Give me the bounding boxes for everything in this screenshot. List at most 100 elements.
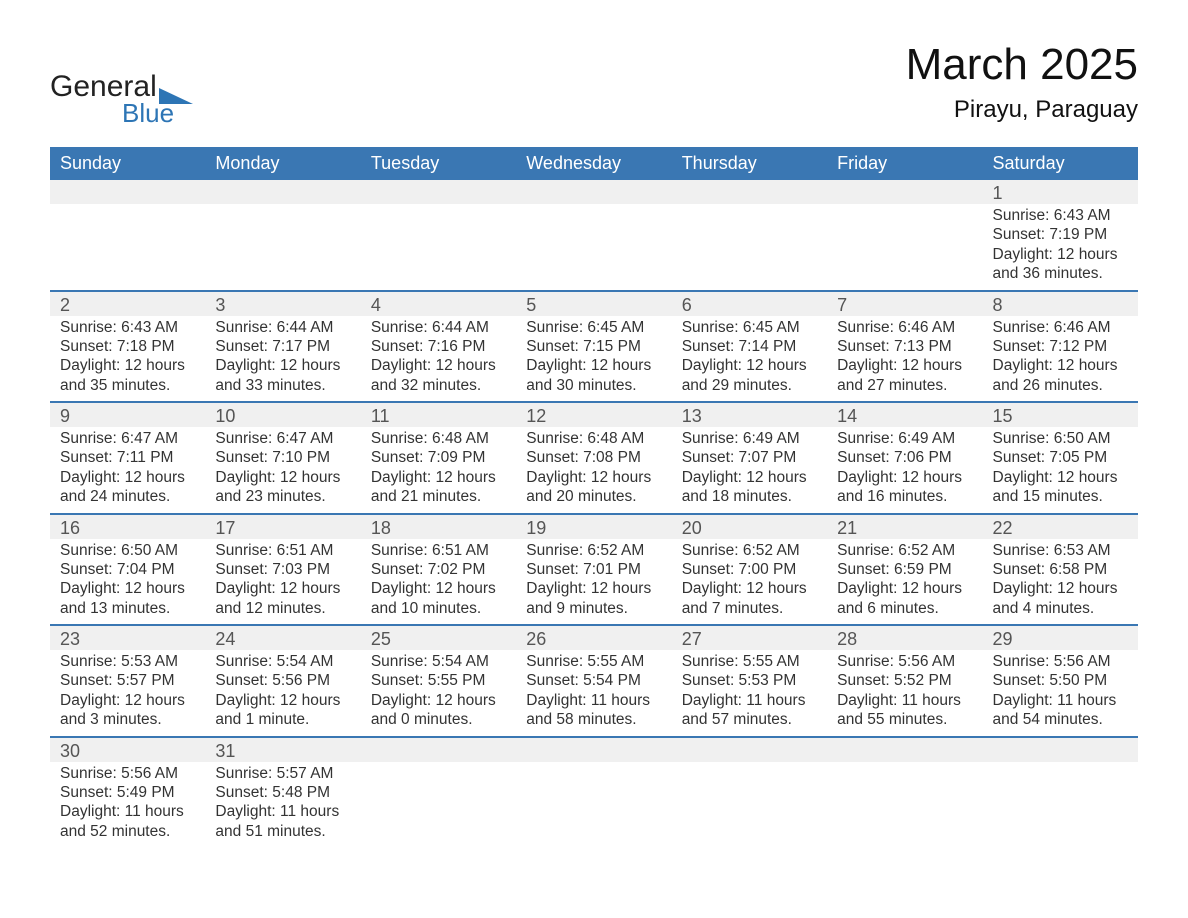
- sunrise-text: Sunrise: 6:53 AM: [993, 541, 1128, 560]
- weekday-header: Monday: [205, 147, 360, 180]
- sunrise-text: Sunrise: 6:46 AM: [993, 318, 1128, 337]
- day-details: [50, 204, 205, 212]
- day-number: 14: [827, 403, 982, 427]
- calendar-day-cell: [50, 180, 205, 291]
- sunset-text: Sunset: 5:54 PM: [526, 671, 661, 690]
- weekday-header: Wednesday: [516, 147, 671, 180]
- calendar-day-cell: 4Sunrise: 6:44 AMSunset: 7:16 PMDaylight…: [361, 291, 516, 403]
- sunset-text: Sunset: 7:01 PM: [526, 560, 661, 579]
- daylight-text: Daylight: 12 hours and 21 minutes.: [371, 468, 506, 507]
- sunrise-text: Sunrise: 5:54 AM: [215, 652, 350, 671]
- sunset-text: Sunset: 5:56 PM: [215, 671, 350, 690]
- calendar-week-row: 23Sunrise: 5:53 AMSunset: 5:57 PMDayligh…: [50, 625, 1138, 737]
- day-number: 17: [205, 515, 360, 539]
- calendar-week-row: 1Sunrise: 6:43 AMSunset: 7:19 PMDaylight…: [50, 180, 1138, 291]
- sunrise-text: Sunrise: 6:48 AM: [371, 429, 506, 448]
- sunrise-text: Sunrise: 6:49 AM: [837, 429, 972, 448]
- sunset-text: Sunset: 7:03 PM: [215, 560, 350, 579]
- daylight-text: Daylight: 12 hours and 7 minutes.: [682, 579, 817, 618]
- sunset-text: Sunset: 7:14 PM: [682, 337, 817, 356]
- daylight-text: Daylight: 12 hours and 18 minutes.: [682, 468, 817, 507]
- calendar-day-cell: 31Sunrise: 5:57 AMSunset: 5:48 PMDayligh…: [205, 737, 360, 848]
- sunset-text: Sunset: 7:13 PM: [837, 337, 972, 356]
- sunrise-text: Sunrise: 5:56 AM: [60, 764, 195, 783]
- calendar-day-cell: 26Sunrise: 5:55 AMSunset: 5:54 PMDayligh…: [516, 625, 671, 737]
- day-number: [827, 738, 982, 762]
- sunrise-text: Sunrise: 6:44 AM: [371, 318, 506, 337]
- sunset-text: Sunset: 6:59 PM: [837, 560, 972, 579]
- sunset-text: Sunset: 7:09 PM: [371, 448, 506, 467]
- sunset-text: Sunset: 7:17 PM: [215, 337, 350, 356]
- sunset-text: Sunset: 7:19 PM: [993, 225, 1128, 244]
- sunset-text: Sunset: 7:18 PM: [60, 337, 195, 356]
- sunrise-text: Sunrise: 6:51 AM: [371, 541, 506, 560]
- day-details: Sunrise: 5:56 AMSunset: 5:50 PMDaylight:…: [983, 650, 1138, 736]
- page-title: March 2025: [906, 40, 1138, 90]
- day-details: [983, 762, 1138, 770]
- day-details: Sunrise: 6:48 AMSunset: 7:09 PMDaylight:…: [361, 427, 516, 513]
- sunset-text: Sunset: 7:00 PM: [682, 560, 817, 579]
- day-number: 16: [50, 515, 205, 539]
- sunrise-text: Sunrise: 5:54 AM: [371, 652, 506, 671]
- day-details: Sunrise: 6:47 AMSunset: 7:11 PMDaylight:…: [50, 427, 205, 513]
- calendar-day-cell: 13Sunrise: 6:49 AMSunset: 7:07 PMDayligh…: [672, 402, 827, 514]
- calendar-page: General Blue March 2025 Pirayu, Paraguay…: [0, 0, 1188, 907]
- sunrise-text: Sunrise: 6:51 AM: [215, 541, 350, 560]
- day-details: Sunrise: 6:43 AMSunset: 7:18 PMDaylight:…: [50, 316, 205, 402]
- title-block: March 2025 Pirayu, Paraguay: [906, 40, 1138, 124]
- day-details: Sunrise: 6:47 AMSunset: 7:10 PMDaylight:…: [205, 427, 360, 513]
- calendar-day-cell: [516, 180, 671, 291]
- day-number: 18: [361, 515, 516, 539]
- sunset-text: Sunset: 7:12 PM: [993, 337, 1128, 356]
- calendar-day-cell: 6Sunrise: 6:45 AMSunset: 7:14 PMDaylight…: [672, 291, 827, 403]
- calendar-day-cell: 20Sunrise: 6:52 AMSunset: 7:00 PMDayligh…: [672, 514, 827, 626]
- logo-text-blue: Blue: [122, 98, 193, 129]
- day-details: Sunrise: 5:56 AMSunset: 5:52 PMDaylight:…: [827, 650, 982, 736]
- day-number: 5: [516, 292, 671, 316]
- day-number: 22: [983, 515, 1138, 539]
- calendar-day-cell: 2Sunrise: 6:43 AMSunset: 7:18 PMDaylight…: [50, 291, 205, 403]
- calendar-week-row: 16Sunrise: 6:50 AMSunset: 7:04 PMDayligh…: [50, 514, 1138, 626]
- calendar-body: 1Sunrise: 6:43 AMSunset: 7:19 PMDaylight…: [50, 180, 1138, 847]
- sunset-text: Sunset: 7:11 PM: [60, 448, 195, 467]
- daylight-text: Daylight: 12 hours and 6 minutes.: [837, 579, 972, 618]
- day-details: [361, 762, 516, 770]
- weekday-header: Thursday: [672, 147, 827, 180]
- day-number: 2: [50, 292, 205, 316]
- day-number: 29: [983, 626, 1138, 650]
- sunset-text: Sunset: 6:58 PM: [993, 560, 1128, 579]
- day-details: [205, 204, 360, 212]
- calendar-day-cell: 3Sunrise: 6:44 AMSunset: 7:17 PMDaylight…: [205, 291, 360, 403]
- sunrise-text: Sunrise: 6:43 AM: [60, 318, 195, 337]
- day-number: 24: [205, 626, 360, 650]
- day-number: 9: [50, 403, 205, 427]
- day-number: [827, 180, 982, 204]
- calendar-day-cell: [827, 737, 982, 848]
- daylight-text: Daylight: 12 hours and 4 minutes.: [993, 579, 1128, 618]
- day-number: 13: [672, 403, 827, 427]
- day-details: Sunrise: 5:57 AMSunset: 5:48 PMDaylight:…: [205, 762, 360, 848]
- day-details: Sunrise: 6:45 AMSunset: 7:15 PMDaylight:…: [516, 316, 671, 402]
- daylight-text: Daylight: 12 hours and 9 minutes.: [526, 579, 661, 618]
- calendar-table: SundayMondayTuesdayWednesdayThursdayFrid…: [50, 147, 1138, 847]
- sunset-text: Sunset: 5:53 PM: [682, 671, 817, 690]
- sunrise-text: Sunrise: 6:48 AM: [526, 429, 661, 448]
- daylight-text: Daylight: 12 hours and 3 minutes.: [60, 691, 195, 730]
- day-number: 8: [983, 292, 1138, 316]
- calendar-day-cell: 1Sunrise: 6:43 AMSunset: 7:19 PMDaylight…: [983, 180, 1138, 291]
- day-details: Sunrise: 6:45 AMSunset: 7:14 PMDaylight:…: [672, 316, 827, 402]
- day-number: 7: [827, 292, 982, 316]
- calendar-day-cell: 27Sunrise: 5:55 AMSunset: 5:53 PMDayligh…: [672, 625, 827, 737]
- sunset-text: Sunset: 7:10 PM: [215, 448, 350, 467]
- sunset-text: Sunset: 7:08 PM: [526, 448, 661, 467]
- daylight-text: Daylight: 12 hours and 29 minutes.: [682, 356, 817, 395]
- day-details: [672, 762, 827, 770]
- calendar-day-cell: 14Sunrise: 6:49 AMSunset: 7:06 PMDayligh…: [827, 402, 982, 514]
- day-number: 25: [361, 626, 516, 650]
- daylight-text: Daylight: 12 hours and 12 minutes.: [215, 579, 350, 618]
- calendar-day-cell: 12Sunrise: 6:48 AMSunset: 7:08 PMDayligh…: [516, 402, 671, 514]
- weekday-header: Saturday: [983, 147, 1138, 180]
- daylight-text: Daylight: 12 hours and 1 minute.: [215, 691, 350, 730]
- day-details: Sunrise: 5:54 AMSunset: 5:55 PMDaylight:…: [361, 650, 516, 736]
- day-details: [361, 204, 516, 212]
